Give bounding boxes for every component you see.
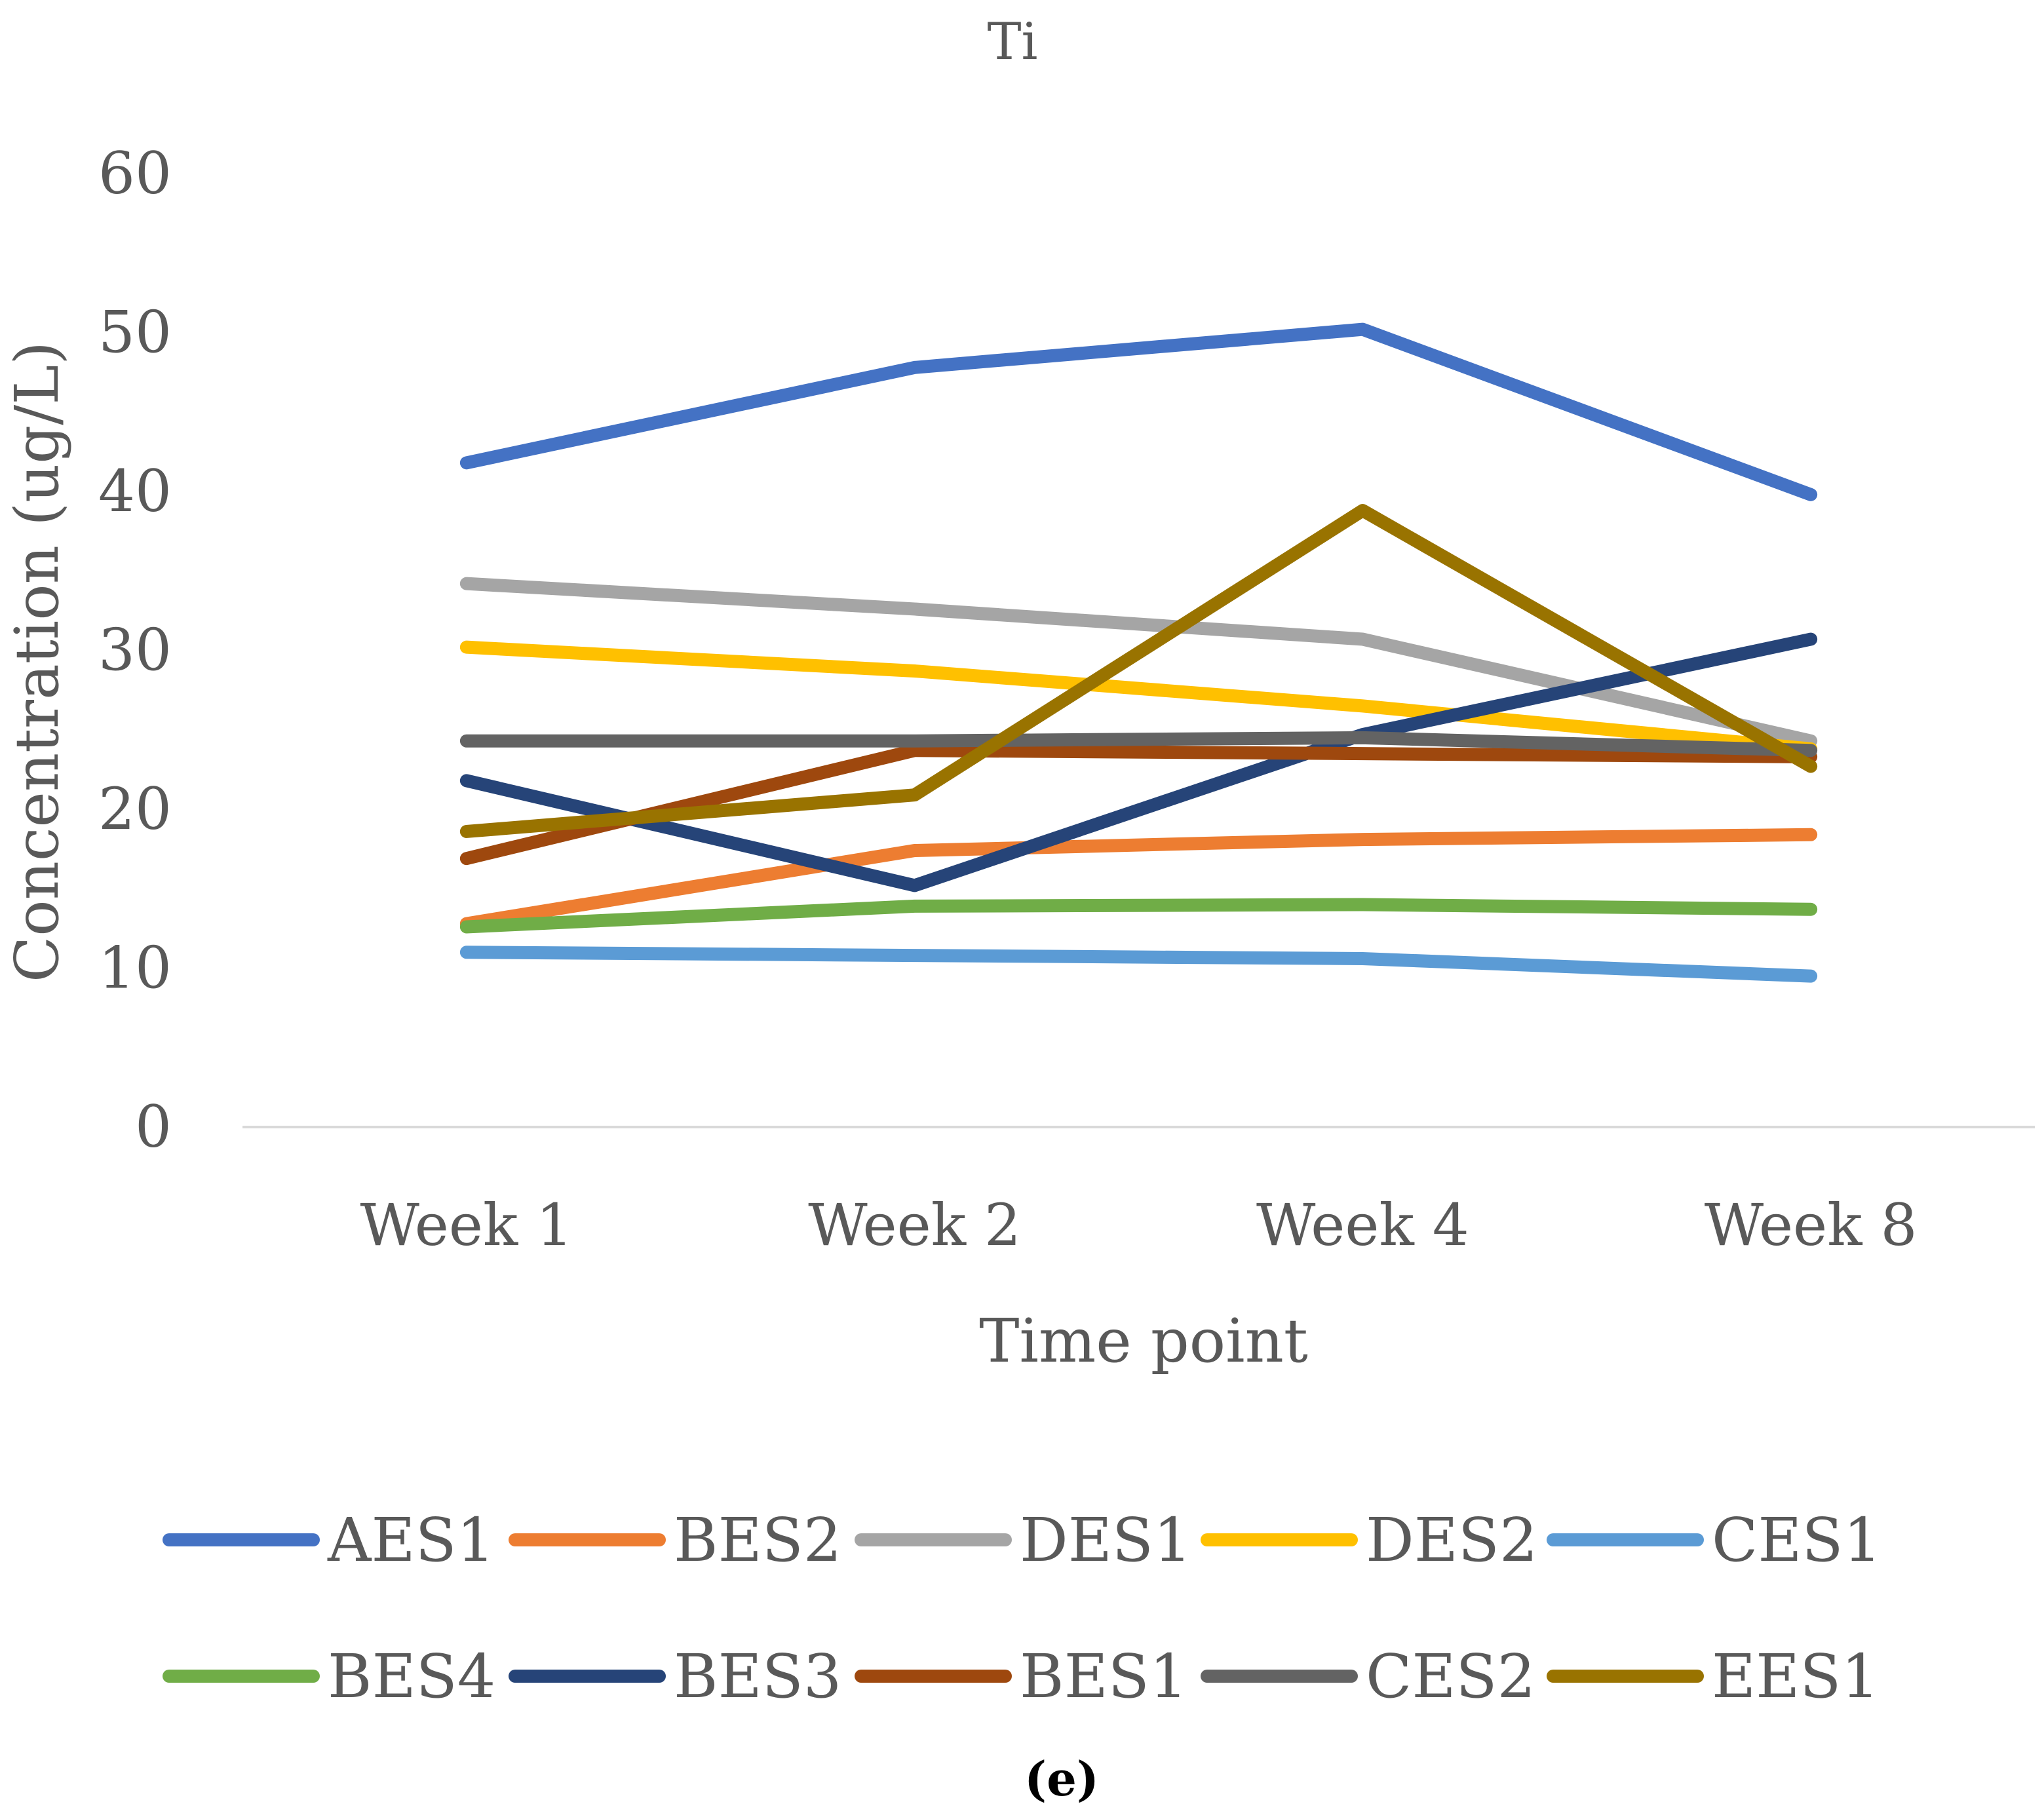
legend-label-bes2: BES2 [674, 1505, 841, 1575]
series-line-ees1 [459, 504, 1818, 838]
series-line-bes3 [459, 632, 1818, 892]
x-tick-label: Week 8 [1705, 1191, 1918, 1259]
series-line-bes1 [459, 744, 1818, 866]
series-lines [459, 322, 1818, 983]
legend-label-bes4: BES4 [328, 1641, 495, 1712]
series-line-bes2 [459, 828, 1818, 930]
figure-caption: (e) [1024, 1751, 1099, 1807]
legend-label-bes1: BES1 [1020, 1641, 1187, 1712]
legend-label-des1: DES1 [1020, 1505, 1191, 1575]
y-tick-label: 20 [98, 775, 172, 843]
y-tick-label: 50 [98, 299, 172, 366]
legend-label-aes1: AES1 [327, 1505, 495, 1575]
y-tick-label: 60 [98, 140, 172, 207]
series-line-bes4 [459, 898, 1818, 934]
y-axis-ticks: 0 10 20 30 40 50 60 [98, 140, 172, 1160]
x-tick-label: Week 2 [808, 1191, 1021, 1259]
y-tick-label: 0 [135, 1093, 172, 1160]
y-tick-label: 30 [98, 617, 172, 684]
x-axis-label: Time point [979, 1306, 1308, 1376]
x-axis-ticks: Week 1 Week 2 Week 4 Week 8 [360, 1191, 1918, 1259]
series-line-ces2 [459, 731, 1818, 757]
legend-label-ces1: CES1 [1712, 1505, 1881, 1575]
legend: AES1 BES2 DES1 DES2 CES1 BES4 BES3 BES1 CES2 EES1 [163, 1505, 1881, 1712]
x-tick-label: Week 1 [360, 1191, 573, 1259]
series-line-ces1 [459, 946, 1818, 983]
x-tick-label: Week 4 [1256, 1191, 1469, 1259]
chart-title: Ti [988, 12, 1038, 71]
y-tick-label: 40 [98, 457, 172, 525]
legend-label-des2: DES2 [1366, 1505, 1537, 1575]
series-line-aes1 [459, 322, 1818, 501]
legend-label-ces2: CES2 [1366, 1641, 1535, 1712]
y-axis-label: Concentration (ug/L) [2, 341, 72, 982]
series-line-des2 [459, 640, 1818, 756]
legend-label-bes3: BES3 [674, 1641, 841, 1712]
y-tick-label: 10 [98, 934, 172, 1002]
legend-label-ees1: EES1 [1712, 1641, 1880, 1712]
